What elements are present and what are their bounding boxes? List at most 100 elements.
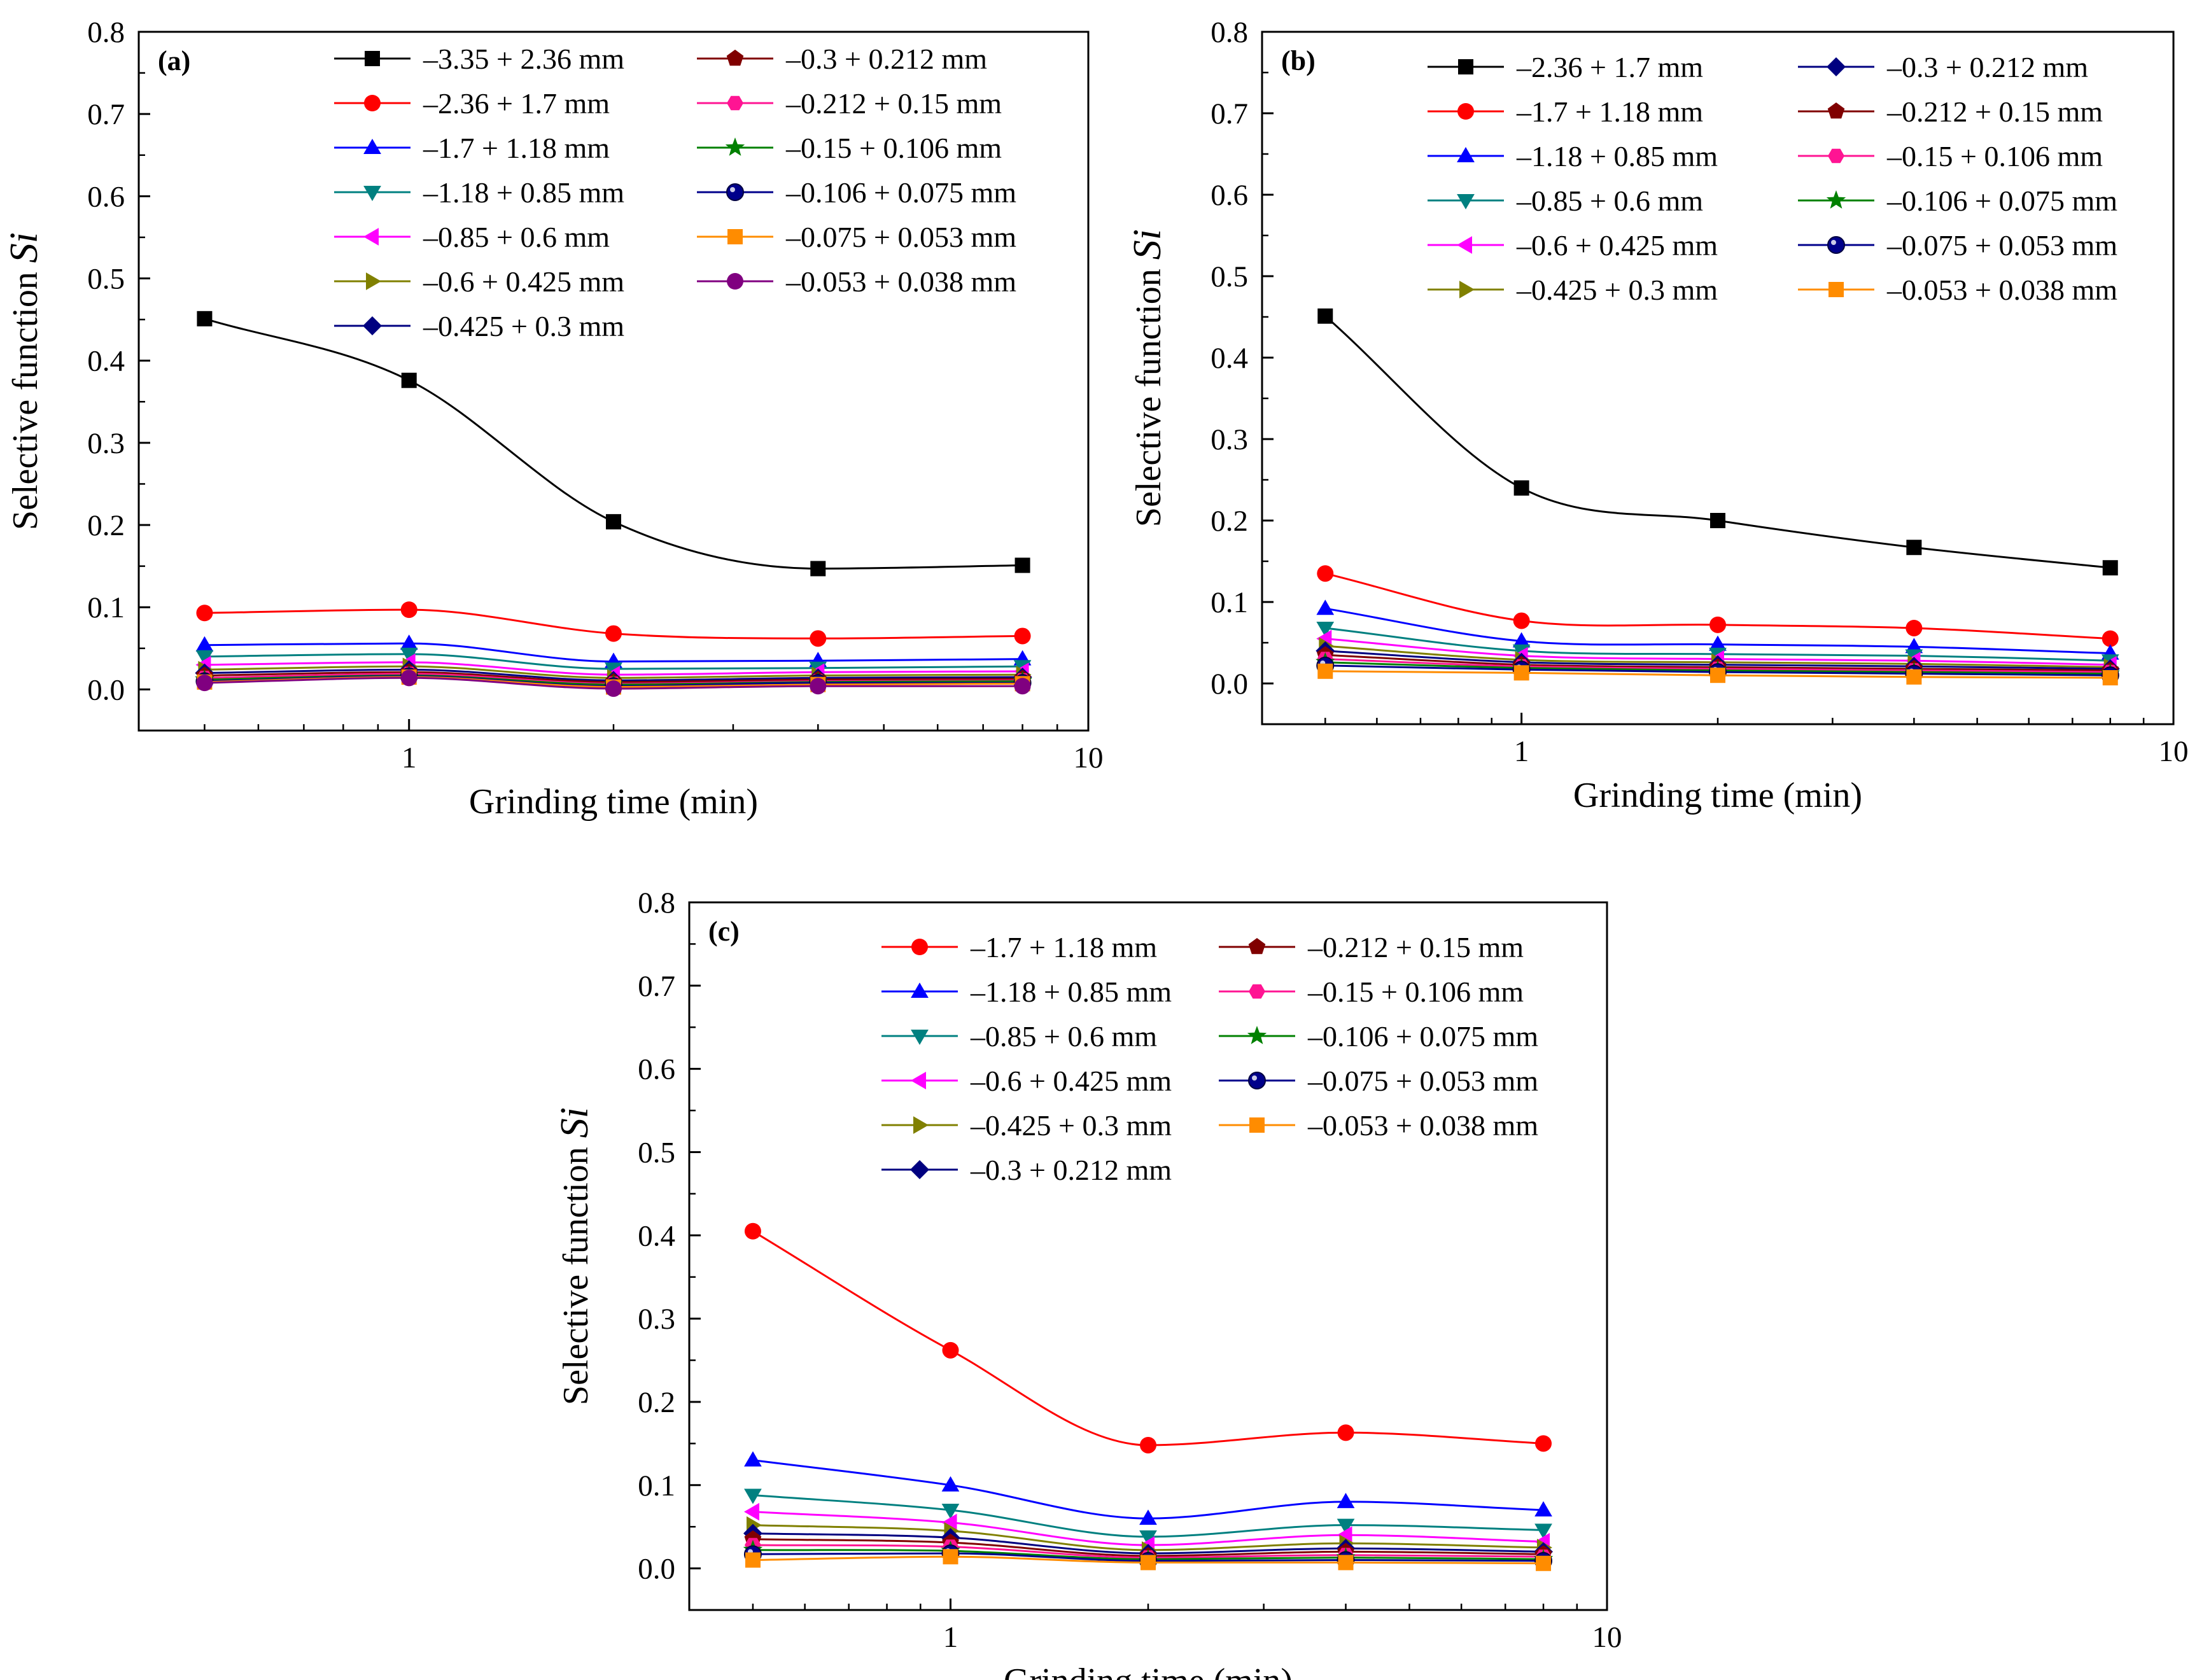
- data-point: [1317, 565, 1334, 582]
- data-point: [810, 678, 827, 695]
- data-point: [196, 605, 213, 622]
- legend-label: –1.7 + 1.18 mm: [1516, 95, 1703, 128]
- data-point: [1337, 1492, 1355, 1508]
- x-axis-title: Grinding time (min): [469, 782, 758, 822]
- y-axis-title-symbol: Si: [553, 1107, 596, 1138]
- legend-label: –0.106 + 0.075 mm: [1886, 185, 2117, 217]
- legend-item: –0.106 + 0.075 mm: [1219, 1020, 1538, 1053]
- y-axis-title-text: Selective function: [6, 263, 45, 530]
- series-line: [204, 318, 1023, 570]
- legend-label: –2.36 + 1.7 mm: [423, 87, 610, 120]
- legend-label: –0.425 + 0.3 mm: [423, 310, 624, 342]
- data-point: [941, 1476, 960, 1492]
- legend-item: –0.6 + 0.425 mm: [1428, 229, 1718, 262]
- legend-label: –0.85 + 0.6 mm: [1516, 185, 1703, 217]
- legend-item: –0.3 + 0.212 mm: [1798, 51, 2088, 83]
- legend-label: –0.212 + 0.15 mm: [785, 87, 1002, 120]
- y-tick-label: 0.8: [87, 16, 125, 49]
- x-axis-title: Grinding time (min): [1004, 1662, 1293, 1680]
- y-tick-label: 0.3: [87, 427, 125, 460]
- y-tick-label: 0.3: [1211, 423, 1248, 456]
- legend-marker: [365, 51, 380, 66]
- legend-label: –0.053 + 0.038 mm: [785, 265, 1016, 298]
- legend-marker: [1457, 147, 1475, 162]
- data-point: [1512, 632, 1531, 648]
- legend-item: –0.053 + 0.038 mm: [1219, 1109, 1538, 1142]
- legend-label: –0.15 + 0.106 mm: [785, 132, 1002, 164]
- y-axis-title-text: Selective function: [1129, 260, 1169, 527]
- series-line: [1324, 315, 2110, 569]
- data-point: [745, 1552, 761, 1568]
- legend-item: –0.425 + 0.3 mm: [881, 1109, 1172, 1142]
- data-point: [1316, 622, 1335, 637]
- legend-item: –0.15 + 0.106 mm: [697, 132, 1002, 164]
- data-point: [1014, 627, 1031, 645]
- legend: –3.35 + 2.36 mm –2.36 + 1.7 mm –1.7 + 1.18…: [334, 43, 1016, 342]
- chart-panel-1: 0.0 0.1 0.2 0.3 0.4 0.5 0.6 0.7 0.8 1 10 Grinding t…: [3, 16, 1104, 822]
- y-axis-title-text: Selective function: [556, 1138, 596, 1405]
- legend-label: –1.7 + 1.18 mm: [970, 931, 1157, 963]
- legend-marker: [1827, 236, 1845, 254]
- data-point: [1014, 678, 1031, 695]
- y-tick-label: 0.0: [87, 673, 125, 706]
- legend-item: –0.053 + 0.038 mm: [1798, 274, 2117, 306]
- legend-item: –0.212 + 0.15 mm: [1798, 95, 2103, 128]
- legend-item: –0.053 + 0.038 mm: [697, 265, 1016, 298]
- x-tick-label: 10: [1592, 1621, 1622, 1654]
- legend-item: –2.36 + 1.7 mm: [1428, 51, 1703, 83]
- data-point: [605, 625, 622, 642]
- legend-label: –0.075 + 0.053 mm: [1886, 229, 2117, 262]
- legend-marker: [364, 95, 381, 111]
- series-12: [1317, 663, 2118, 686]
- legend-label: –0.3 + 0.212 mm: [785, 43, 987, 75]
- legend-item: –1.7 + 1.18 mm: [1428, 95, 1703, 128]
- x-tick-label: 1: [943, 1621, 958, 1654]
- legend-item: –0.106 + 0.075 mm: [1798, 185, 2117, 217]
- legend-label: –0.15 + 0.106 mm: [1886, 140, 2103, 172]
- legend-label: –0.85 + 0.6 mm: [423, 221, 610, 253]
- data-point: [942, 1341, 959, 1359]
- legend-marker: [363, 139, 381, 154]
- data-point: [400, 601, 418, 619]
- data-point: [1513, 612, 1530, 629]
- legend-item: –2.36 + 1.7 mm: [334, 87, 610, 120]
- y-tick-label: 0.1: [87, 591, 125, 624]
- data-point: [1534, 1501, 1552, 1516]
- data-point: [400, 669, 418, 687]
- legend-label: –0.3 + 0.212 mm: [1886, 51, 2088, 83]
- data-point: [1337, 1518, 1355, 1534]
- legend-marker: [1828, 148, 1844, 164]
- legend-marker: [911, 1072, 926, 1089]
- data-point: [195, 650, 214, 666]
- legend-label: –0.053 + 0.038 mm: [1886, 274, 2117, 306]
- legend-item: –1.18 + 0.85 mm: [881, 976, 1172, 1008]
- data-point: [605, 680, 622, 697]
- data-point: [606, 514, 621, 529]
- x-tick-label: 10: [2159, 735, 2189, 768]
- legend-marker: [1248, 938, 1266, 955]
- y-tick-label: 0.0: [1211, 668, 1248, 701]
- data-point: [2102, 670, 2118, 686]
- y-tick-label: 0.7: [1211, 97, 1248, 130]
- data-point: [2102, 560, 2118, 576]
- legend-item: –0.85 + 0.6 mm: [881, 1020, 1157, 1053]
- y-tick-label: 0.8: [1211, 16, 1248, 49]
- y-tick-label: 0.3: [638, 1303, 675, 1336]
- chart-panel-2: 0.0 0.1 0.2 0.3 0.4 0.5 0.6 0.7 0.8 1 10 Grinding t…: [1126, 16, 2189, 815]
- y-tick-label: 0.8: [638, 886, 675, 920]
- data-point: [1709, 616, 1726, 633]
- legend-label: –0.15 + 0.106 mm: [1307, 976, 1524, 1008]
- y-tick-label: 0.4: [638, 1219, 675, 1252]
- legend-label: –0.075 + 0.053 mm: [1307, 1065, 1538, 1097]
- data-point: [1337, 1526, 1352, 1544]
- legend-marker: [363, 228, 379, 246]
- legend-marker: [1827, 57, 1846, 76]
- legend-marker: [1248, 1072, 1266, 1089]
- legend-label: –1.18 + 0.85 mm: [1516, 140, 1718, 172]
- legend-marker: [1457, 236, 1472, 254]
- legend-label: –1.18 + 0.85 mm: [423, 176, 624, 209]
- data-point: [400, 634, 418, 650]
- y-tick-label: 0.4: [1211, 342, 1248, 375]
- series-line: [752, 1230, 1544, 1446]
- legend-marker: [1249, 1117, 1265, 1133]
